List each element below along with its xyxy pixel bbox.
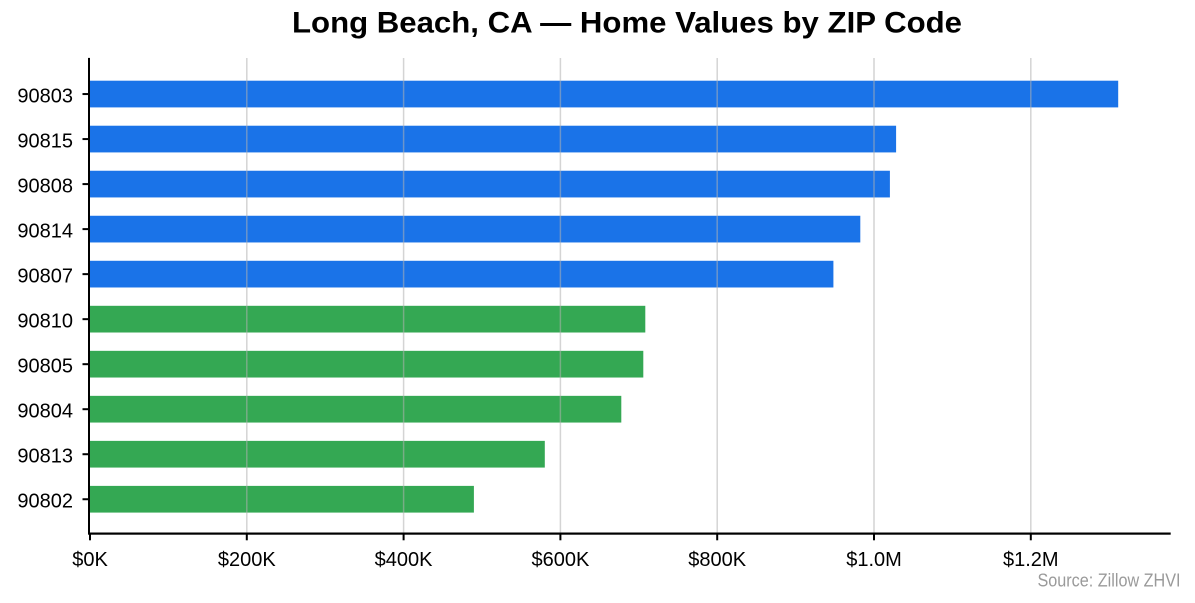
svg-text:$0K: $0K (72, 549, 108, 571)
svg-text:$1.2M: $1.2M (1003, 549, 1059, 571)
svg-text:90805: 90805 (17, 356, 73, 378)
svg-text:$600K: $600K (531, 549, 589, 571)
svg-text:Source: Zillow ZHVI: Source: Zillow ZHVI (1038, 570, 1181, 591)
svg-text:90815: 90815 (17, 131, 73, 153)
svg-text:90810: 90810 (17, 311, 73, 333)
svg-text:90804: 90804 (17, 401, 73, 423)
svg-text:$800K: $800K (688, 549, 746, 571)
svg-text:90814: 90814 (17, 221, 73, 243)
svg-text:$1.0M: $1.0M (846, 549, 902, 571)
svg-text:90807: 90807 (17, 266, 73, 288)
svg-text:Long Beach, CA — Home Values b: Long Beach, CA — Home Values by ZIP Code (292, 7, 962, 40)
svg-text:90802: 90802 (17, 491, 73, 513)
svg-text:$400K: $400K (375, 549, 433, 571)
svg-text:$200K: $200K (218, 549, 276, 571)
svg-text:90803: 90803 (17, 86, 73, 108)
svg-text:90808: 90808 (17, 176, 73, 198)
svg-text:90813: 90813 (17, 446, 73, 468)
